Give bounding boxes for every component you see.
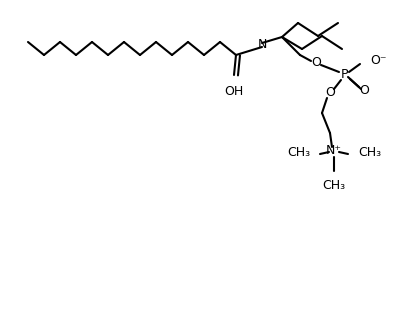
Text: CH₃: CH₃ <box>322 179 346 192</box>
Text: O⁻: O⁻ <box>370 54 386 67</box>
Text: N⁺: N⁺ <box>326 144 342 157</box>
Text: O: O <box>311 57 321 70</box>
Text: CH₃: CH₃ <box>287 147 310 160</box>
Text: O: O <box>325 86 335 100</box>
Text: N: N <box>257 38 267 52</box>
Text: OH: OH <box>224 85 244 98</box>
Text: P: P <box>340 68 348 81</box>
Text: CH₃: CH₃ <box>358 147 381 160</box>
Text: O: O <box>359 85 369 98</box>
